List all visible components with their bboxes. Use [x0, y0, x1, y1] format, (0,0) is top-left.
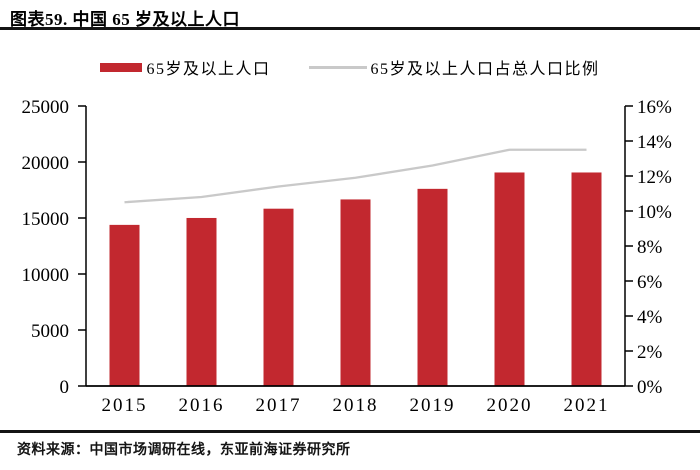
- bar-2021: [571, 172, 602, 386]
- page-title: 图表59. 中国 65 岁及以上人口: [10, 10, 240, 29]
- legend-line-swatch: [308, 65, 367, 69]
- x-tick-label: 2015: [102, 395, 148, 416]
- title-underline: [0, 27, 700, 30]
- y-right-tick-label: 16%: [637, 97, 672, 118]
- y-right-tick-label: 4%: [637, 307, 663, 328]
- legend-label-population: 65岁及以上人口: [146, 61, 271, 78]
- y-right-tick-label: 6%: [637, 272, 663, 293]
- y-left-tick-label: 0: [60, 377, 70, 398]
- bar-2017: [263, 208, 294, 386]
- chart-legend: 65岁及以上人口 65岁及以上人口占总人口比例: [0, 55, 700, 79]
- ratio-line: [124, 148, 587, 204]
- y-left-tick-label: 20000: [22, 153, 70, 174]
- legend-item-population: 65岁及以上人口: [100, 55, 270, 79]
- source-note: 资料来源：中国市场调研在线，东亚前海证券研究所: [17, 443, 351, 458]
- x-tick-label: 2020: [487, 395, 533, 416]
- x-tick-label: 2018: [333, 395, 379, 416]
- legend-bar-swatch: [100, 62, 143, 72]
- footer-rule: [0, 430, 700, 433]
- legend-item-ratio: 65岁及以上人口占总人口比例: [308, 55, 600, 79]
- x-tick-label: 2016: [179, 395, 225, 416]
- x-tick-label: 2021: [564, 395, 610, 416]
- y-left-tick-label: 25000: [22, 97, 70, 118]
- y-right-tick-label: 14%: [637, 132, 672, 153]
- y-right-tick-label: 8%: [637, 237, 663, 258]
- x-tick-label: 2017: [256, 395, 302, 416]
- bar-2016: [186, 217, 217, 386]
- bar-2019: [417, 188, 448, 386]
- y-left-tick-label: 10000: [22, 265, 70, 286]
- y-right-tick-label: 12%: [637, 167, 672, 188]
- y-left-tick-label: 15000: [22, 209, 70, 230]
- x-tick-label: 2019: [410, 395, 456, 416]
- y-right-tick-label: 10%: [637, 202, 672, 223]
- y-right-tick-label: 2%: [637, 342, 663, 363]
- y-right-tick-label: 0%: [637, 377, 663, 398]
- bar-2020: [494, 172, 525, 386]
- bar-2018: [340, 199, 371, 386]
- legend-label-ratio: 65岁及以上人口占总人口比例: [370, 61, 600, 78]
- y-left-tick-label: 5000: [31, 321, 69, 342]
- bar-2015: [109, 224, 140, 386]
